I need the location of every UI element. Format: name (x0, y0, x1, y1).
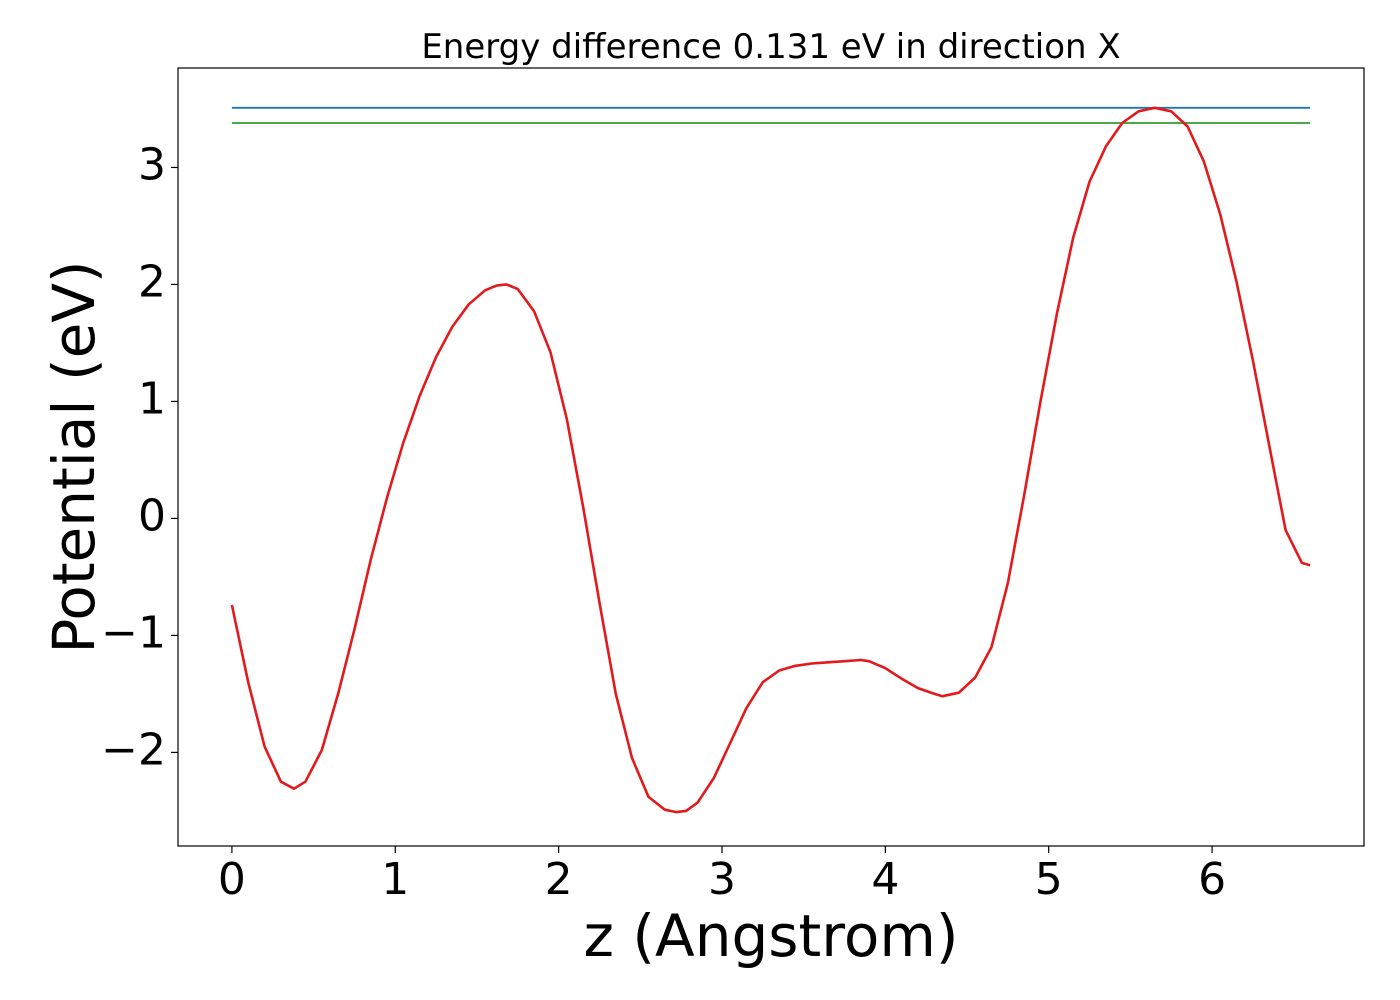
y-tick-label: −2 (101, 724, 166, 775)
series-line-3 (230, 106, 1311, 814)
chart-title: Energy difference 0.131 eV in direction … (421, 27, 1120, 67)
y-tick-label: 1 (138, 373, 166, 424)
x-tick-label: 0 (218, 854, 246, 905)
x-tick-label: 3 (708, 854, 736, 905)
y-tick-label: −1 (101, 607, 166, 658)
y-axis-label: Potential (eV) (40, 260, 108, 653)
x-axis: 0 1 2 3 4 5 6 (218, 846, 1226, 905)
y-axis: −2 −1 0 1 2 3 (101, 139, 178, 775)
x-tick-label: 5 (1035, 854, 1063, 905)
y-tick-label: 3 (138, 139, 166, 190)
x-axis-label: z (Angstrom) (584, 902, 959, 970)
y-tick-label: 0 (138, 490, 166, 541)
plot-frame (177, 67, 1365, 847)
series-layer (230, 106, 1311, 814)
x-tick-label: 1 (381, 854, 409, 905)
x-tick-label: 2 (545, 854, 573, 905)
x-tick-label: 6 (1198, 854, 1226, 905)
y-tick-label: 2 (138, 256, 166, 307)
x-tick-label: 4 (871, 854, 899, 905)
